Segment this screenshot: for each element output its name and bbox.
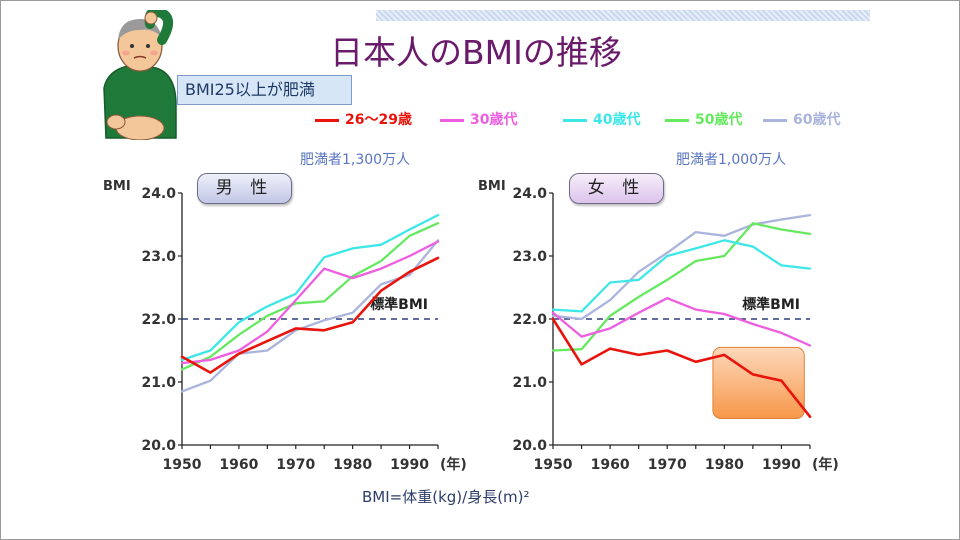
series-line [551, 317, 812, 419]
obesity-note: BMI25以上が肥満 [177, 75, 352, 105]
x-tick-label: 1980 [333, 457, 372, 473]
series-line [551, 297, 812, 347]
series-line [180, 239, 440, 393]
legend-swatch [763, 118, 787, 122]
y-tick-label: 20.0 [512, 438, 547, 454]
female-subtitle: 肥満者1,000万人 [676, 152, 787, 168]
x-tick-label: 1950 [534, 457, 573, 473]
x-tick-label: 1970 [276, 457, 315, 473]
x-axis-label: (年) [812, 456, 839, 473]
y-tick-label: 22.0 [141, 312, 176, 328]
legend-item: 60歳代 [763, 109, 840, 129]
y-axis-label: BMI [478, 179, 506, 194]
y-axis-label: BMI [103, 179, 131, 194]
legend-label: 30歳代 [470, 112, 518, 128]
x-tick-label: 1980 [705, 457, 744, 473]
highlight-box [712, 346, 805, 420]
bmi-formula: BMI=体重(kg)/身長(m)² [362, 488, 530, 506]
y-tick-label: 22.0 [512, 312, 547, 328]
male-subtitle: 肥満者1,300万人 [300, 152, 411, 168]
series-line [551, 213, 812, 321]
series-line [551, 239, 812, 313]
series-line [180, 256, 440, 374]
reference-label: 標準BMI [742, 296, 800, 313]
legend-item: 40歳代 [563, 109, 640, 129]
y-tick-label: 23.0 [512, 249, 547, 265]
series-line [180, 213, 440, 362]
x-tick-label: 1990 [390, 457, 429, 473]
legend-label: 60歳代 [793, 112, 841, 128]
x-tick-label: 1950 [163, 457, 202, 473]
y-tick-label: 24.0 [512, 186, 547, 202]
legend-swatch [665, 118, 689, 122]
legend-label: 26～29歳 [345, 112, 412, 128]
legend-item: 30歳代 [440, 109, 517, 129]
male-panel-label: 男 性 [197, 173, 292, 204]
legend-swatch [440, 118, 464, 122]
legend-label: 40歳代 [593, 112, 641, 128]
legend-label: 50歳代 [695, 112, 743, 128]
y-tick-label: 24.0 [141, 186, 176, 202]
legend-swatch [563, 118, 587, 122]
decorative-band [376, 10, 870, 21]
y-tick-label: 20.0 [141, 438, 176, 454]
reference-label: 標準BMI [370, 296, 428, 313]
legend-swatch [315, 118, 339, 122]
y-tick-label: 21.0 [512, 375, 547, 391]
legend-item: 26～29歳 [315, 109, 412, 129]
x-tick-label: 1960 [219, 457, 258, 473]
slide-title: 日本人のBMIの推移 [330, 33, 622, 72]
x-tick-label: 1970 [648, 457, 687, 473]
y-tick-label: 23.0 [141, 249, 176, 265]
legend-item: 50歳代 [665, 109, 742, 129]
female-panel-label: 女 性 [569, 173, 664, 204]
x-tick-label: 1990 [762, 457, 801, 473]
series-line [180, 222, 440, 371]
series-line [180, 240, 440, 365]
x-axis-label: (年) [440, 456, 467, 473]
y-tick-label: 21.0 [141, 375, 176, 391]
man-scratching-head-icon [103, 10, 177, 140]
x-tick-label: 1960 [591, 457, 630, 473]
